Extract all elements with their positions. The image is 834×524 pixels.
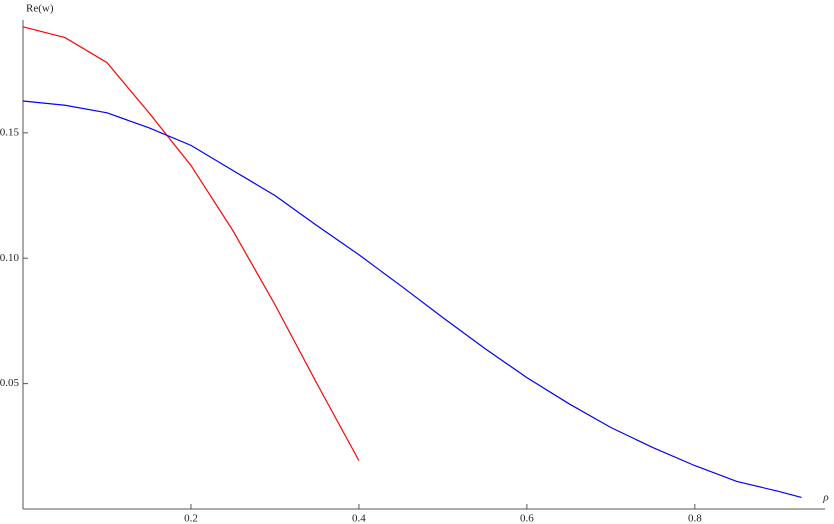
x-tick-label: 0.4 xyxy=(352,513,366,524)
y-axis-label: Re(w) xyxy=(26,3,54,15)
x-tick-label: 0.6 xyxy=(520,513,534,524)
x-tick-label: 0.2 xyxy=(184,513,198,524)
line-series xyxy=(22,100,802,499)
y-tick-label: 0.10 xyxy=(0,252,20,264)
line-series xyxy=(22,26,360,461)
x-axis-label: ρ xyxy=(822,492,828,504)
y-tick-label: 0.15 xyxy=(0,126,20,138)
y-tick-label: 0.05 xyxy=(0,377,20,389)
x-tick-label: 0.8 xyxy=(688,513,702,524)
